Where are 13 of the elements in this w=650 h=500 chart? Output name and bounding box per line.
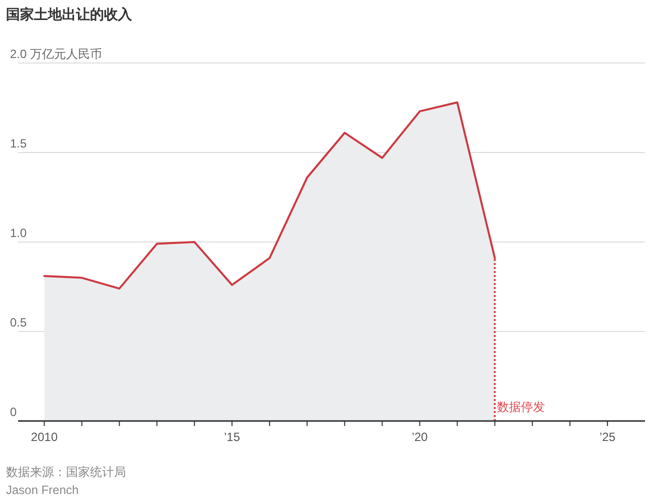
xtick-label: ’25 [599,430,616,444]
ref-label: 数据停发 [496,400,545,414]
title: 国家土地出让的收入 [6,6,132,22]
note: 数据来源：国家统计局 [6,465,126,479]
xtick-label: ’15 [224,430,240,444]
xtick-label: 2010 [30,430,58,444]
ytick-label: 2.0 万亿元人民币 [10,47,102,61]
ytick-label: 0.5 [10,316,27,330]
xtick-label: ’20 [412,430,428,444]
ytick-label: 1.0 [10,226,27,240]
ytick-label: 1.5 [10,136,27,150]
ytick-label: 0 [10,405,17,419]
note: Jason French [6,483,79,497]
